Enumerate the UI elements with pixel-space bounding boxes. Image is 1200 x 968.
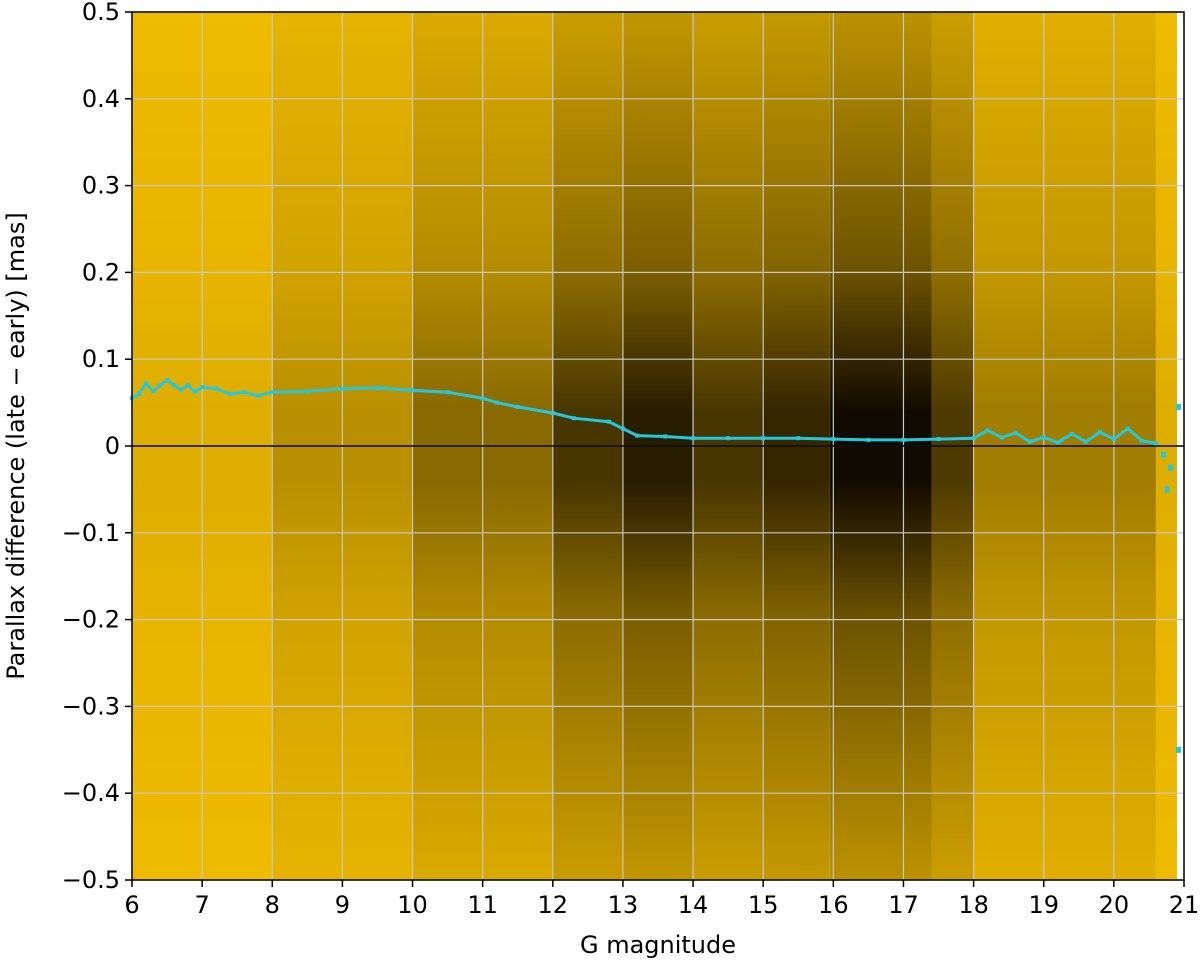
y-tick-label: 0.2 (82, 258, 120, 286)
median-point (663, 434, 668, 439)
outlier-point (1160, 451, 1166, 458)
x-axis-title: G magnitude (580, 931, 736, 959)
median-point (137, 391, 142, 396)
x-tick-label: 6 (124, 891, 139, 919)
median-series (130, 378, 1158, 446)
x-tick-label: 12 (538, 891, 569, 919)
y-axis-title: Parallax difference (late − early) [mas] (2, 212, 30, 679)
median-point (228, 391, 233, 396)
median-point (1055, 440, 1060, 445)
median-point (691, 436, 696, 441)
y-tick-label: −0.3 (62, 692, 120, 720)
y-tick-label: −0.5 (62, 866, 120, 894)
median-point (936, 437, 941, 442)
y-tick-label: 0.3 (82, 172, 120, 200)
median-point (200, 384, 205, 389)
median-point (571, 416, 576, 421)
x-axis-ticks: 6 7 8 9 10 11 12 13 14 15 16 17 18 19 20 21 (124, 880, 1199, 919)
y-tick-label: −0.1 (62, 519, 120, 547)
x-tick-label: 16 (818, 891, 849, 919)
median-point (985, 428, 990, 433)
y-tick-label: 0.1 (82, 345, 120, 373)
median-point (193, 390, 198, 395)
median-point (550, 411, 555, 416)
x-tick-label: 15 (748, 891, 779, 919)
y-tick-label: −0.4 (62, 779, 120, 807)
median-point (270, 390, 275, 395)
median-point (761, 436, 766, 441)
median-point (165, 378, 170, 383)
median-point (726, 436, 731, 441)
y-tick-label: 0.4 (82, 85, 120, 113)
median-point (1013, 430, 1018, 435)
x-tick-label: 20 (1099, 891, 1130, 919)
y-axis-ticks: 0.5 0.4 0.3 0.2 0.1 0 −0.1 −0.2 −0.3 −0.4 −0.5 (62, 0, 132, 894)
median-point (901, 437, 906, 442)
median-point (214, 386, 219, 391)
median-point (480, 396, 485, 401)
median-point (375, 385, 380, 390)
median-point (1083, 439, 1088, 444)
x-tick-label: 9 (335, 891, 350, 919)
median-point (305, 389, 310, 394)
median-point (971, 436, 976, 441)
x-tick-label: 13 (608, 891, 639, 919)
median-point (494, 400, 499, 405)
median-point (1139, 438, 1144, 443)
x-tick-label: 14 (678, 891, 709, 919)
x-tick-label: 21 (1169, 891, 1200, 919)
x-tick-label: 10 (397, 891, 428, 919)
y-tick-label: 0.5 (82, 0, 120, 26)
median-point (1153, 441, 1158, 446)
x-tick-label: 11 (467, 891, 498, 919)
y-tick-label: 0 (105, 432, 120, 460)
median-point (151, 389, 156, 394)
median-point (445, 390, 450, 395)
median-point (796, 436, 801, 441)
median-point (256, 393, 261, 398)
median-point (172, 383, 177, 388)
outlier-point (1176, 403, 1181, 410)
median-point (1041, 435, 1046, 440)
median-point (866, 437, 871, 442)
median-point (410, 388, 415, 393)
median-point (515, 404, 520, 409)
median-point (606, 419, 611, 424)
median-point (144, 381, 149, 386)
x-tick-label: 7 (194, 891, 209, 919)
median-point (179, 387, 184, 392)
x-tick-label: 17 (888, 891, 919, 919)
outlier-point (1164, 486, 1170, 493)
median-point (634, 433, 639, 438)
x-tick-label: 19 (1028, 891, 1059, 919)
median-point (1125, 426, 1130, 431)
median-point (620, 426, 625, 431)
median-point (1111, 437, 1116, 442)
median-point (186, 383, 191, 388)
x-tick-label: 8 (265, 891, 280, 919)
median-point (242, 390, 247, 395)
median-point (340, 386, 345, 391)
median-line (131, 378, 1157, 445)
median-point (1097, 430, 1102, 435)
median-point (1027, 439, 1032, 444)
outlier-points (1160, 403, 1181, 753)
y-tick-label: −0.2 (62, 606, 120, 634)
x-tick-label: 18 (958, 891, 989, 919)
outlier-point (1167, 464, 1173, 471)
median-point (1069, 431, 1074, 436)
median-point (999, 435, 1004, 440)
median-point (158, 383, 163, 388)
median-point (831, 437, 836, 442)
outlier-point (1176, 746, 1181, 753)
